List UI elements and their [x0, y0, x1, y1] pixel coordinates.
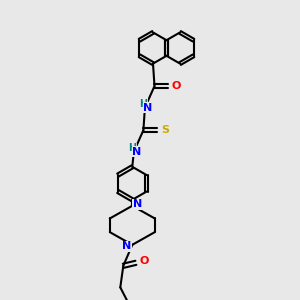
Text: O: O — [172, 81, 181, 91]
Text: N: N — [143, 103, 152, 113]
Text: N: N — [122, 241, 131, 251]
Text: H: H — [139, 99, 148, 109]
Text: H: H — [128, 143, 136, 153]
Text: S: S — [161, 124, 169, 135]
Text: N: N — [133, 199, 142, 209]
Text: O: O — [140, 256, 149, 266]
Text: N: N — [132, 147, 141, 157]
